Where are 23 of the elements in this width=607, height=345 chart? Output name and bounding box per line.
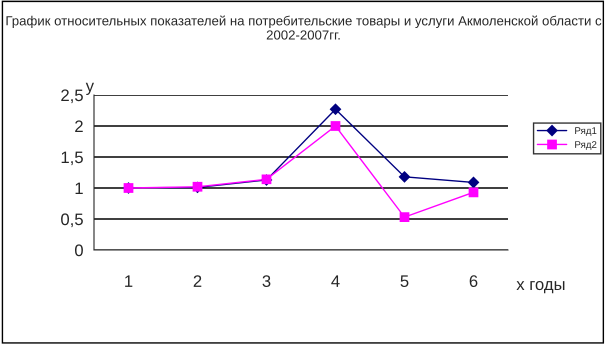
x-tick-label: 6 [470, 275, 478, 288]
y-tick-label: 0,5 [61, 213, 83, 228]
x-tick-label: 3 [262, 275, 270, 288]
point [330, 121, 340, 131]
y-tick-label: 0 [74, 244, 83, 256]
y-tick-label: 2,5 [61, 89, 83, 104]
y-tick-label: 1,5 [62, 152, 83, 166]
x-tick-label: 4 [331, 275, 340, 287]
point [330, 104, 342, 115]
x-tick-label: 1 [125, 275, 132, 287]
x-tick-label: 5 [400, 275, 408, 288]
y-tick-label: 2 [75, 120, 83, 132]
y-tick-label: 1 [76, 182, 83, 194]
point [398, 171, 410, 182]
legend-label: Ряд2 [575, 141, 596, 150]
point [468, 187, 478, 198]
point [468, 176, 480, 188]
x-tick-label: 2 [194, 275, 202, 287]
chart-title: График относительных показателей на потребительские товары и услуги Акмоленской области с 2002-2007гг. [6, 16, 602, 40]
y-axis-title: y [86, 82, 94, 95]
legend-label: Ряд1 [575, 127, 596, 136]
x-axis-title: x годы [516, 281, 564, 294]
point [400, 212, 410, 222]
